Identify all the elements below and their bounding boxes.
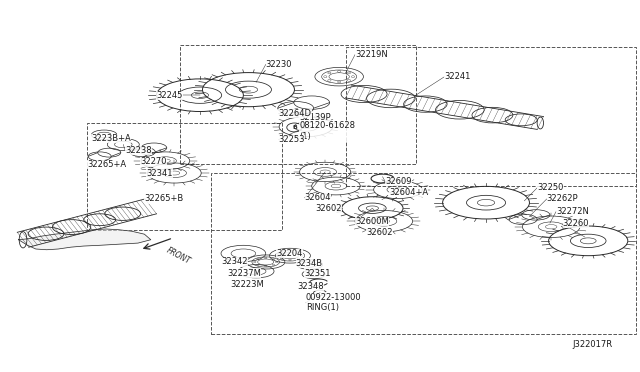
Text: 32602: 32602 bbox=[315, 205, 341, 214]
Text: 32272N: 32272N bbox=[556, 207, 589, 216]
Text: 32265+A: 32265+A bbox=[88, 160, 127, 169]
Text: 32204: 32204 bbox=[276, 249, 303, 258]
Text: 32270: 32270 bbox=[140, 157, 166, 166]
Bar bbox=[87, 123, 282, 231]
Text: FRONT: FRONT bbox=[165, 246, 192, 266]
Text: 32265+B: 32265+B bbox=[145, 195, 184, 203]
Text: 32348: 32348 bbox=[298, 282, 324, 291]
Text: 32604+A: 32604+A bbox=[389, 188, 428, 197]
Text: 32604: 32604 bbox=[305, 193, 331, 202]
Text: 32250: 32250 bbox=[537, 183, 563, 192]
Text: 32262P: 32262P bbox=[547, 195, 579, 203]
Text: 32600M: 32600M bbox=[355, 217, 389, 226]
Text: 3234B: 3234B bbox=[296, 259, 323, 267]
Text: 32602: 32602 bbox=[366, 228, 392, 237]
Text: 32223M: 32223M bbox=[230, 280, 264, 289]
Text: 32351: 32351 bbox=[304, 269, 330, 278]
Text: 08120-61628
(1): 08120-61628 (1) bbox=[300, 121, 356, 141]
Text: 32245: 32245 bbox=[156, 91, 182, 100]
Text: 32264D: 32264D bbox=[278, 109, 312, 118]
Bar bbox=[211, 173, 636, 334]
Text: 3223B+A: 3223B+A bbox=[92, 134, 131, 143]
Text: B: B bbox=[292, 125, 297, 130]
Bar bbox=[346, 47, 636, 186]
Polygon shape bbox=[19, 229, 151, 250]
Text: 32139P: 32139P bbox=[300, 113, 331, 122]
Text: 32219N: 32219N bbox=[355, 50, 388, 59]
Text: 32237M: 32237M bbox=[227, 269, 261, 278]
Text: 32253: 32253 bbox=[278, 135, 305, 144]
Text: 32230: 32230 bbox=[266, 60, 292, 69]
Text: 32260: 32260 bbox=[563, 219, 589, 228]
Text: J322017R: J322017R bbox=[572, 340, 612, 349]
Text: 32241: 32241 bbox=[445, 72, 471, 81]
Text: 32341: 32341 bbox=[147, 169, 173, 177]
Text: 32342: 32342 bbox=[221, 257, 248, 266]
Text: 32238: 32238 bbox=[125, 146, 152, 155]
Text: 32609: 32609 bbox=[385, 177, 412, 186]
Bar bbox=[179, 45, 416, 164]
Text: 00922-13000
RING(1): 00922-13000 RING(1) bbox=[306, 293, 362, 312]
